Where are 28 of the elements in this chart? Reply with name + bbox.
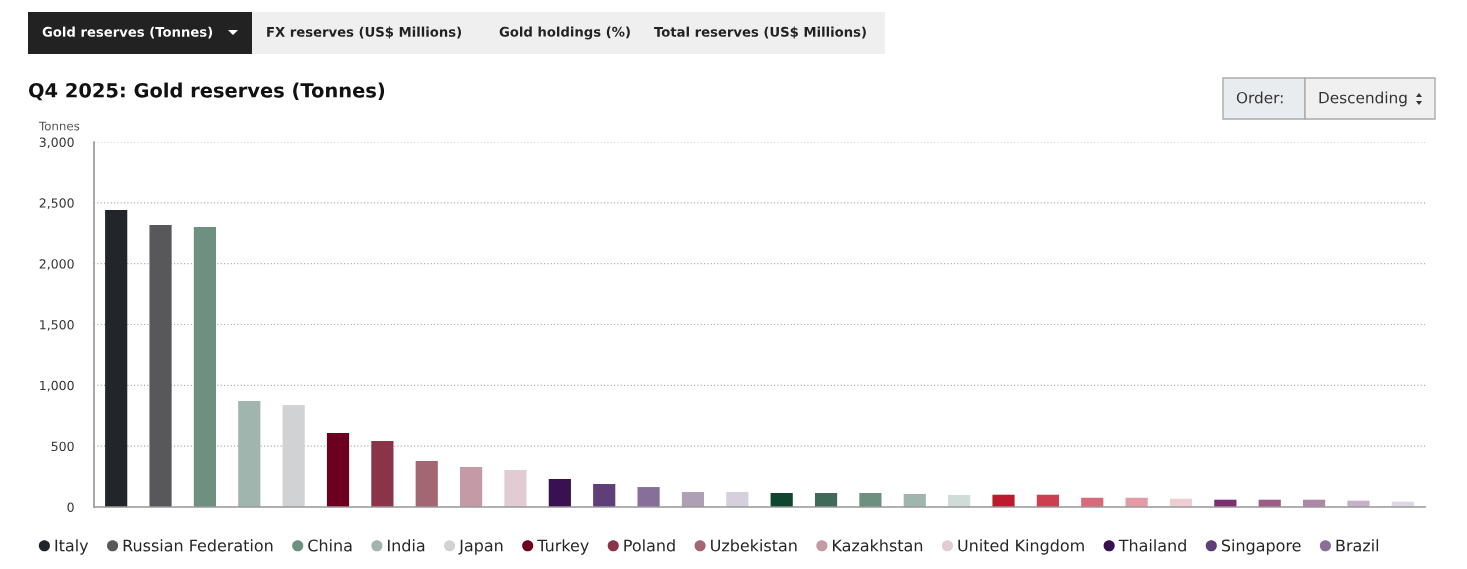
y-tick-label: 0	[67, 502, 74, 512]
y-tick-label: 1,000	[40, 380, 74, 392]
legend-label: United Kingdom	[958, 539, 1084, 555]
legend-label: Turkey	[537, 539, 589, 555]
y-tick-label: 3,000	[39, 137, 74, 149]
legend-label: Russian Federation	[123, 539, 273, 552]
legend-label: Uzbekistan	[711, 539, 797, 552]
text: Gold reserves (Tonnes)	[42, 26, 213, 39]
text: Order:	[1236, 91, 1283, 104]
legend-label: Brazil	[1336, 539, 1379, 552]
y-tick-label: 1,500	[40, 319, 74, 331]
legend-label: China	[308, 539, 352, 552]
y-tick-label: 2,500	[39, 198, 74, 210]
legend-label: Kazakhstan	[833, 539, 923, 552]
legend-label: Japan	[458, 539, 503, 555]
chart-title: Q4 2025: Gold reserves (Tonnes)	[28, 82, 385, 101]
y-tick-label: 2,000	[39, 259, 74, 270]
legend-label: Poland	[624, 539, 675, 552]
legend-label: Thailand	[1118, 539, 1186, 552]
text: Descending	[1319, 91, 1407, 107]
legend-label: India	[388, 539, 425, 552]
text: FX reserves (US$ Millions)	[267, 26, 461, 39]
text: Total reserves (US$ Millions)	[654, 26, 866, 39]
y-tick-label: 500	[51, 441, 74, 452]
y-axis-title: Tonnes	[38, 121, 80, 131]
legend-label: Italy	[55, 539, 89, 555]
text: Gold holdings (%)	[499, 26, 630, 40]
legend-label: Singapore	[1221, 539, 1301, 555]
